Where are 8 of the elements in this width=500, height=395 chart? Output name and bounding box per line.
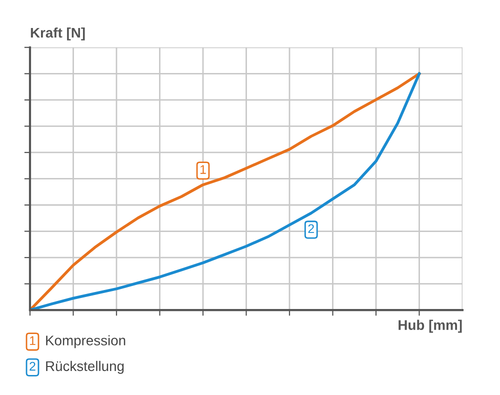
y-axis-title: Kraft [N] bbox=[30, 27, 85, 40]
legend-label: Kompression bbox=[46, 335, 126, 348]
annotation: 1 bbox=[200, 165, 206, 174]
legend-label: Rückstellung bbox=[46, 360, 124, 374]
annotation: 2 bbox=[308, 224, 314, 233]
text: 2 bbox=[30, 362, 36, 371]
text: 1 bbox=[30, 336, 36, 345]
x-axis-title: Hub [mm] bbox=[398, 320, 462, 333]
